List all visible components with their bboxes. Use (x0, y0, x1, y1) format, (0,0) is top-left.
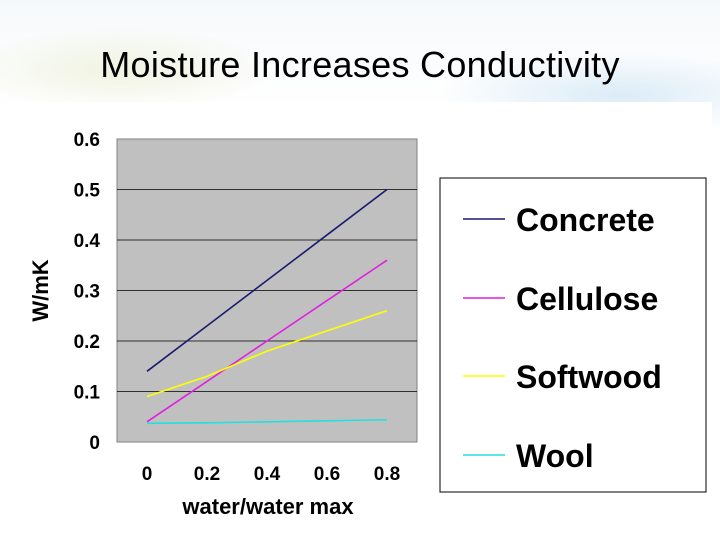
y-tick-label: 0.3 (74, 282, 100, 303)
series-lines (146, 188, 388, 425)
x-tick-labels: 0 0.2 0.4 0.6 0.8 (142, 464, 401, 485)
y-tick-label: 0.4 (74, 231, 101, 252)
slide-title: Moisture Increases Conductivity (100, 44, 620, 85)
y-tick-label: 0 (89, 433, 100, 454)
series-line-softwood (146, 309, 388, 398)
y-tick-label: 0.2 (74, 332, 100, 353)
series-line-concrete (146, 188, 388, 372)
legend-label: Cellulose (516, 281, 658, 317)
series-line-wool (146, 418, 388, 425)
y-axis-title: W/mK (28, 259, 53, 321)
legend-label: Wool (516, 438, 594, 474)
series-line-cellulose (146, 259, 388, 423)
x-tick-label: 0.2 (194, 464, 220, 485)
y-tick-label: 0.1 (74, 383, 101, 404)
y-tick-label: 0.5 (74, 181, 101, 202)
legend: Concrete Cellulose Softwood Wool (439, 177, 707, 493)
x-tick-label: 0.4 (254, 464, 281, 485)
legend-label: Softwood (516, 359, 662, 395)
x-tick-label: 0.8 (374, 464, 400, 485)
x-axis-title: water/water max (181, 494, 354, 519)
y-tick-labels: 0 0.1 0.2 0.3 0.4 0.5 0.6 (74, 130, 101, 454)
x-tick-label: 0.6 (314, 464, 340, 485)
y-tick-label: 0.6 (74, 130, 100, 151)
legend-box (439, 177, 707, 493)
legend-label: Concrete (516, 202, 655, 238)
x-tick-label: 0 (142, 464, 153, 485)
